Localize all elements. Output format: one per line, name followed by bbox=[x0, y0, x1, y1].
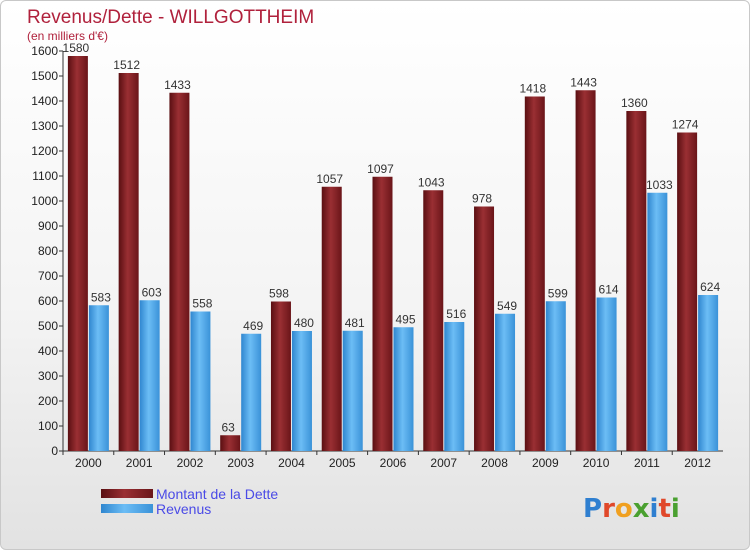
data-label-dette: 1057 bbox=[316, 172, 343, 186]
data-label-dette: 1433 bbox=[164, 78, 191, 92]
y-tick-label: 1100 bbox=[32, 169, 58, 183]
y-tick-label: 100 bbox=[38, 419, 58, 433]
bar-revenus bbox=[596, 297, 617, 451]
x-tick-label: 2000 bbox=[75, 456, 102, 470]
bar-dette bbox=[677, 132, 698, 451]
y-tick-label: 900 bbox=[38, 219, 58, 233]
bar-revenus bbox=[241, 333, 262, 451]
x-tick-label: 2012 bbox=[684, 456, 711, 470]
bar-dette bbox=[118, 73, 139, 451]
x-tick-label: 2009 bbox=[532, 456, 559, 470]
chart-subtitle: (en milliers d'€) bbox=[27, 29, 108, 43]
data-label-revenus: 481 bbox=[345, 316, 365, 330]
data-label-dette: 1043 bbox=[418, 175, 445, 189]
data-label-dette: 63 bbox=[222, 420, 236, 434]
bar-revenus bbox=[444, 322, 465, 451]
data-label-revenus: 480 bbox=[294, 316, 314, 330]
data-label-dette: 598 bbox=[269, 287, 289, 301]
data-label-dette: 1512 bbox=[113, 58, 140, 72]
x-tick-label: 2005 bbox=[329, 456, 356, 470]
x-tick-label: 2002 bbox=[177, 456, 204, 470]
bar-revenus bbox=[291, 331, 312, 451]
y-tick-label: 1000 bbox=[31, 194, 58, 208]
bar-revenus bbox=[647, 192, 668, 451]
x-tick-label: 2011 bbox=[634, 456, 660, 470]
legend-swatch-revenus bbox=[101, 504, 153, 513]
bar-revenus bbox=[545, 301, 566, 451]
legend: Montant de la Dette Revenus bbox=[101, 486, 278, 517]
data-label-revenus: 1033 bbox=[646, 178, 673, 192]
data-label-dette: 1418 bbox=[519, 82, 546, 96]
proxiti-logo: Proxiti bbox=[583, 494, 680, 524]
bar-dette bbox=[524, 96, 545, 451]
bar-dette bbox=[67, 56, 88, 451]
data-label-dette: 1580 bbox=[63, 41, 90, 55]
bar-revenus bbox=[495, 313, 516, 451]
x-tick-label: 2001 bbox=[126, 456, 153, 470]
data-label-dette: 1360 bbox=[621, 96, 648, 110]
axes: 0 100 200 300 400 500 600 700 800 900 1000 1100 1200… bbox=[31, 44, 723, 470]
data-label-revenus: 624 bbox=[700, 280, 720, 294]
bar-revenus bbox=[698, 295, 719, 451]
data-label-revenus: 603 bbox=[142, 285, 162, 299]
y-tick-label: 400 bbox=[38, 344, 58, 358]
bar-dette bbox=[372, 176, 393, 451]
bar-revenus bbox=[342, 330, 363, 451]
x-tick-label: 2003 bbox=[227, 456, 254, 470]
data-label-revenus: 549 bbox=[497, 299, 517, 313]
x-tick-label: 2006 bbox=[380, 456, 407, 470]
chart-title: Revenus/Dette - WILLGOTTHEIM bbox=[27, 7, 314, 28]
x-tick-label: 2004 bbox=[278, 456, 305, 470]
legend-label-debt: Montant de la Dette bbox=[156, 486, 278, 502]
y-tick-label: 300 bbox=[38, 369, 58, 383]
y-tick-label: 600 bbox=[38, 294, 58, 308]
y-tick-label: 1300 bbox=[31, 119, 58, 133]
legend-label-revenus: Revenus bbox=[156, 501, 211, 517]
bar-dette bbox=[220, 435, 241, 451]
x-tick-label: 2010 bbox=[583, 456, 610, 470]
y-tick-label: 200 bbox=[38, 394, 58, 408]
data-label-revenus: 516 bbox=[446, 307, 466, 321]
data-label-revenus: 558 bbox=[192, 297, 212, 311]
y-tick-label: 500 bbox=[38, 319, 58, 333]
proxiti-logo-text: Proxiti bbox=[583, 494, 680, 524]
bar-dette bbox=[423, 190, 444, 451]
x-tick-label: 2007 bbox=[430, 456, 457, 470]
bar-dette bbox=[626, 111, 647, 451]
data-label-revenus: 583 bbox=[91, 290, 111, 304]
data-label-revenus: 614 bbox=[599, 283, 619, 297]
data-label-dette: 1274 bbox=[672, 118, 699, 132]
y-tick-label: 1400 bbox=[31, 94, 58, 108]
bar-dette bbox=[575, 90, 596, 451]
x-tick-label: 2008 bbox=[481, 456, 508, 470]
bar-dette bbox=[321, 186, 342, 451]
y-tick-label: 1200 bbox=[31, 144, 58, 158]
data-label-dette: 978 bbox=[472, 192, 492, 206]
y-tick-label: 700 bbox=[38, 269, 58, 283]
bar-revenus bbox=[139, 300, 160, 451]
data-label-dette: 1443 bbox=[570, 75, 597, 89]
y-tick-label: 0 bbox=[51, 444, 58, 458]
y-tick-label: 1600 bbox=[31, 44, 58, 58]
data-label-revenus: 599 bbox=[548, 286, 568, 300]
legend-swatch-debt bbox=[101, 489, 153, 498]
bar-revenus bbox=[393, 327, 414, 451]
y-tick-label: 1500 bbox=[31, 69, 58, 83]
data-label-dette: 1097 bbox=[367, 162, 394, 176]
y-tick-label: 800 bbox=[38, 244, 58, 258]
bars: 1580 583 1512 603 1433 558 63 469 598 480 1057 481 1… bbox=[63, 41, 720, 451]
bar-dette bbox=[169, 92, 190, 451]
bar-revenus bbox=[190, 311, 211, 451]
bar-dette bbox=[270, 301, 291, 451]
data-label-revenus: 495 bbox=[395, 312, 415, 326]
bar-dette bbox=[474, 206, 495, 451]
bar-revenus bbox=[88, 305, 109, 451]
data-label-revenus: 469 bbox=[243, 319, 263, 333]
